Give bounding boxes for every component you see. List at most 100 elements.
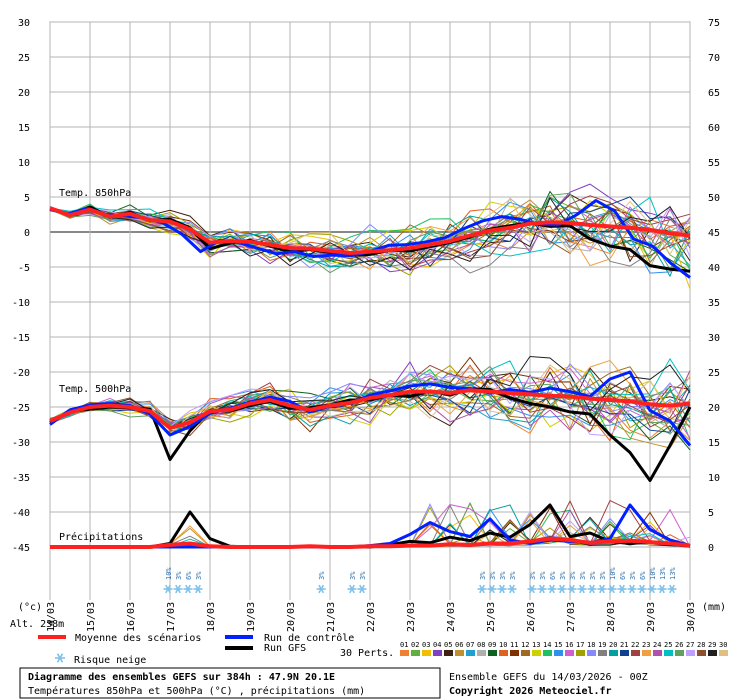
pert-swatch: [532, 650, 541, 656]
diagram-title: Diagramme des ensembles GEFS sur 384h : …: [28, 671, 335, 683]
snowflake-icon: [627, 584, 637, 594]
pert-swatch: [686, 650, 695, 656]
snowflake-icon: [497, 584, 507, 594]
snow-risk-pct: 10%: [609, 567, 617, 580]
pert-swatch: [587, 650, 596, 656]
axis-ticks: 302520151050-5-10-15-20-25-30-35-40-4575…: [12, 18, 720, 632]
pert-number: 07: [466, 641, 474, 649]
pert-swatch: [642, 650, 651, 656]
main-series-lines: [49, 199, 692, 549]
snow-risk-pct: 3%: [175, 571, 183, 580]
t500-panel-label: Temp. 500hPa: [59, 384, 131, 395]
pert-number: 15: [554, 641, 562, 649]
pert-number: 04: [433, 641, 441, 649]
pert-number: 16: [565, 641, 573, 649]
pert-swatch: [565, 650, 574, 656]
snow-risk-pct: 6%: [619, 571, 627, 580]
date-tick-label: 23/03: [406, 602, 417, 632]
pert-number: 06: [455, 641, 463, 649]
snow-risk-pct: 3%: [629, 571, 637, 580]
mean-line-precip: [50, 536, 691, 549]
pert-line-t500: [49, 372, 691, 427]
date-tick-label: 25/03: [486, 602, 497, 632]
snow-risk-pct: 10%: [649, 567, 657, 580]
pert-number: 13: [532, 641, 540, 649]
pert-number: 28: [697, 641, 705, 649]
snow-risk-pct: 3%: [539, 571, 547, 580]
right-tick-label: 40: [708, 263, 720, 274]
pert-swatch: [708, 650, 717, 656]
pert-swatch: [620, 650, 629, 656]
snow-risk-pct: 3%: [589, 571, 597, 580]
pert-number: 14: [543, 641, 551, 649]
control-line-t500: [49, 370, 692, 447]
date-tick-label: 29/03: [646, 602, 657, 632]
pert-number: 02: [411, 641, 419, 649]
pert-line-t500: [49, 369, 691, 432]
pert-number: 29: [708, 641, 716, 649]
date-tick-label: 27/03: [566, 602, 577, 632]
snowflake-icon: [347, 584, 357, 594]
right-tick-label: 15: [708, 438, 720, 449]
snow-risk-pct: 3%: [579, 571, 587, 580]
left-tick-label: 10: [18, 158, 30, 169]
pert-swatch: [400, 650, 409, 656]
snowflake-icon: [163, 584, 173, 594]
date-tick-label: 15/03: [86, 602, 97, 632]
right-tick-label: 5: [708, 508, 714, 519]
pert-number: 09: [488, 641, 496, 649]
pert-number: 11: [510, 641, 518, 649]
right-tick-label: 50: [708, 193, 720, 204]
pert-number: 10: [499, 641, 507, 649]
right-tick-label: 30: [708, 333, 720, 344]
pert-number: 22: [631, 641, 639, 649]
pert-swatch: [510, 650, 519, 656]
legend-control-label: Run de contrôle: [264, 632, 354, 644]
right-tick-label: 20: [708, 403, 720, 414]
date-tick-label: 18/03: [206, 602, 217, 632]
date-tick-label: 20/03: [286, 602, 297, 632]
snowflake-icon: [537, 584, 547, 594]
pert-number: 30: [719, 641, 727, 649]
date-tick-label: 30/03: [686, 602, 697, 632]
date-tick-label: 17/03: [166, 602, 177, 632]
snowflake-icon: [477, 584, 487, 594]
pert-number: 08: [477, 641, 485, 649]
snowflake-icon: [607, 584, 617, 594]
date-tick-label: 22/03: [366, 602, 377, 632]
perturbation-legend: 01 02 03 04 05 06 07 08 09 10 11 12 13 14 15 16 17 18 19 20…: [400, 641, 728, 656]
right-tick-label: 60: [708, 123, 720, 134]
snow-risk-pct: 3%: [479, 571, 487, 580]
pert-number: 23: [642, 641, 650, 649]
legend-perts-label: 30 Perts.: [340, 648, 394, 659]
pert-swatch: [499, 650, 508, 656]
date-tick-label: 26/03: [526, 602, 537, 632]
snow-risk-pct: 6%: [549, 571, 557, 580]
snowflake-icon: [55, 653, 65, 663]
right-tick-label: 65: [708, 88, 720, 99]
pert-number: 18: [587, 641, 595, 649]
right-tick-label: 35: [708, 298, 720, 309]
pert-swatch: [543, 650, 552, 656]
left-tick-label: -25: [12, 403, 30, 414]
right-tick-label: 70: [708, 53, 720, 64]
left-tick-label: -15: [12, 333, 30, 344]
snowflake-icon: [667, 584, 677, 594]
date-tick-label: 21/03: [326, 602, 337, 632]
date-tick-label: 28/03: [606, 602, 617, 632]
right-tick-label: 25: [708, 368, 720, 379]
snow-risk-pct: 13%: [659, 567, 667, 580]
right-tick-label: 0: [708, 543, 714, 554]
right-axis-unit: (mm): [702, 602, 726, 613]
snowflake-icon: [637, 584, 647, 594]
left-tick-label: -20: [12, 368, 30, 379]
snow-risk-pct: 6%: [639, 571, 647, 580]
pert-swatch: [697, 650, 706, 656]
pert-swatch: [598, 650, 607, 656]
legend-snow-label: Risque neige: [74, 655, 146, 666]
snowflake-icon: [527, 584, 537, 594]
snow-risk-pct: 3%: [509, 571, 517, 580]
pert-number: 03: [422, 641, 430, 649]
mean-line-t850: [49, 206, 691, 255]
precip-panel-label: Précipitations: [59, 531, 143, 543]
